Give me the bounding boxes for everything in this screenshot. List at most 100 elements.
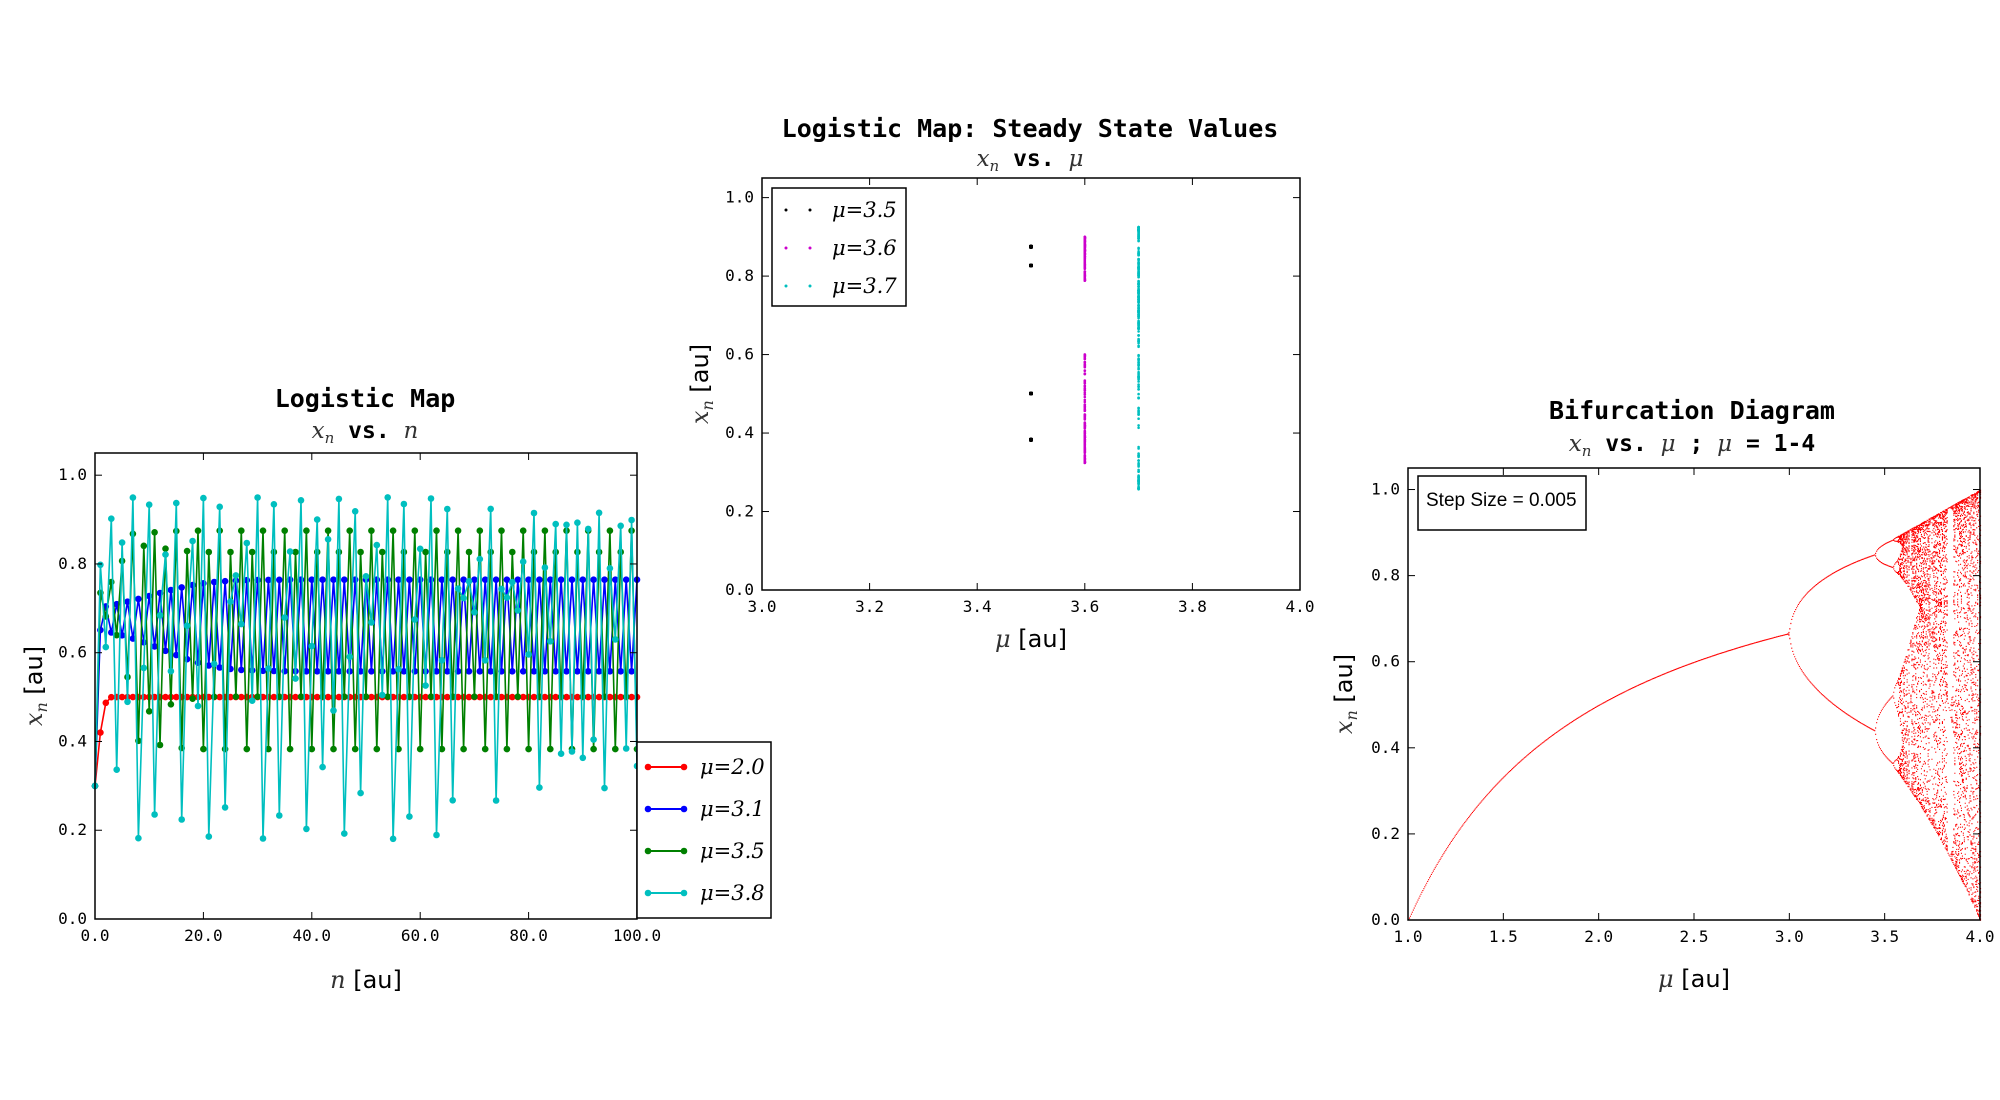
data-point (102, 643, 110, 651)
y-tick-label: 1.0 (58, 465, 87, 484)
data-point (465, 693, 473, 701)
data-point (487, 505, 495, 513)
data-point (259, 667, 267, 675)
data-point (1083, 353, 1087, 356)
data-point (194, 659, 202, 666)
data-point (579, 754, 587, 762)
chart1-xlabel: n [au] (330, 966, 402, 994)
data-point (557, 576, 565, 583)
data-point (292, 548, 299, 556)
data-point (465, 578, 473, 585)
data-point (547, 576, 554, 583)
data-point (584, 525, 592, 533)
data-point (547, 638, 554, 645)
data-point (145, 708, 153, 715)
data-point (297, 497, 305, 504)
data-point (216, 664, 223, 671)
series-bifurcation (1408, 489, 1982, 921)
data-point (276, 812, 283, 819)
data-point (265, 665, 272, 672)
data-point (330, 576, 337, 583)
data-point (1137, 262, 1140, 265)
data-point (590, 736, 597, 743)
data-point (628, 668, 635, 675)
data-point (606, 693, 614, 701)
data-point (156, 612, 164, 619)
data-point (189, 695, 196, 702)
legend-frame (771, 187, 907, 307)
data-point (183, 547, 191, 555)
data-point (595, 693, 603, 701)
data-point (411, 527, 419, 534)
data-point (1083, 400, 1087, 404)
data-point (509, 693, 516, 701)
data-point (1137, 316, 1140, 320)
data-point (1029, 437, 1033, 442)
data-point (1137, 452, 1140, 455)
data-point (373, 745, 381, 753)
data-point (1083, 451, 1087, 454)
data-point (1137, 253, 1140, 257)
data-point (1137, 409, 1140, 412)
data-point (1083, 395, 1087, 399)
data-point (1083, 244, 1087, 248)
data-point (118, 539, 126, 546)
data-point (156, 741, 164, 749)
chart1-title: Logistic Map (275, 384, 456, 413)
data-point (595, 668, 603, 675)
data-point (503, 576, 511, 583)
data-point (492, 797, 500, 804)
data-point (167, 586, 175, 594)
data-point (227, 548, 234, 556)
data-point (173, 693, 180, 701)
series-3.5 (91, 527, 641, 790)
data-point (1137, 294, 1140, 297)
data-point (476, 527, 484, 534)
data-point (525, 651, 532, 658)
data-point (1083, 393, 1087, 396)
data-point (1137, 282, 1140, 285)
data-point (1083, 361, 1087, 364)
data-point (129, 693, 137, 701)
chart1-ylabel: xn [au] (20, 646, 51, 726)
data-point (563, 668, 570, 675)
data-point (335, 693, 343, 701)
data-point (481, 576, 489, 583)
data-point (292, 675, 299, 682)
chart3-subtitle: xn vs. μ ; μ = 1-4 (1569, 431, 1815, 460)
data-point (1083, 409, 1087, 413)
data-point (384, 693, 392, 700)
data-point (422, 693, 429, 701)
x-tick-label: 3.5 (1870, 927, 1899, 946)
data-point (622, 693, 630, 700)
x-tick-label: 2.5 (1680, 927, 1709, 946)
data-point (238, 620, 245, 628)
data-point (324, 693, 332, 701)
data-point (400, 668, 408, 675)
data-point (1083, 458, 1087, 462)
data-point (286, 745, 294, 753)
data-point (368, 619, 375, 626)
data-point (173, 499, 180, 507)
data-point (1083, 430, 1087, 434)
data-point (167, 701, 175, 708)
data-point (1083, 438, 1087, 441)
y-tick-label: 0.2 (1371, 824, 1400, 843)
data-point (303, 527, 310, 534)
data-point (471, 576, 478, 583)
data-point (1083, 270, 1087, 273)
chart3-annotation-box: Step Size = 0.005 (1417, 475, 1587, 531)
data-point (606, 668, 614, 675)
data-point (1083, 379, 1087, 383)
data-point (509, 668, 516, 675)
y-tick-label: 0.4 (725, 423, 754, 442)
chart1-ticks: 0.0 20.0 40.0 60.0 80.0 100.0 0.0 0.2 0.4 0.6 0.8 1… (58, 453, 661, 945)
data-point (1083, 391, 1087, 395)
data-point (254, 693, 261, 700)
data-point (238, 666, 245, 674)
data-point (487, 668, 495, 675)
data-point (151, 529, 158, 536)
data-point (563, 693, 570, 701)
y-tick-label: 0.6 (725, 345, 754, 364)
data-point (194, 702, 202, 710)
